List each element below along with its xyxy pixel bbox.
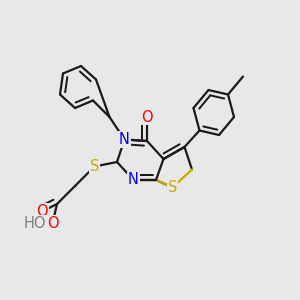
Text: N: N <box>128 172 139 188</box>
Text: N: N <box>119 132 130 147</box>
Text: O: O <box>36 204 48 219</box>
Text: O: O <box>141 110 153 124</box>
Text: O: O <box>47 216 58 231</box>
Text: S: S <box>168 180 177 195</box>
Text: HO: HO <box>23 216 46 231</box>
Text: S: S <box>90 159 99 174</box>
